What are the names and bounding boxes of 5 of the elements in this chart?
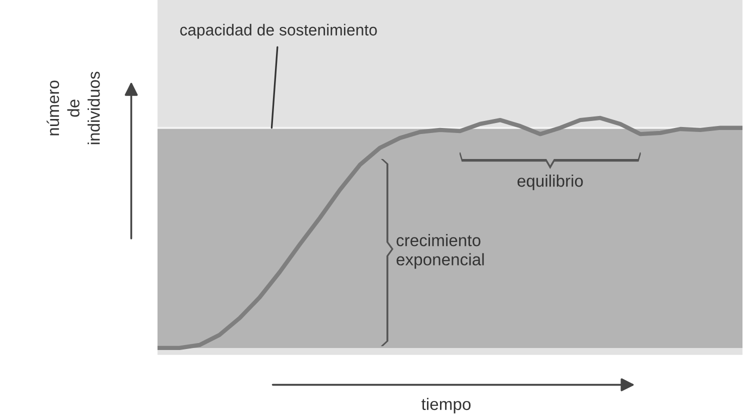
ref-line-label: capacidad de sostenimiento (180, 24, 377, 39)
y-axis-title: número de individuos (46, 72, 100, 144)
x-axis-title: tiempo (421, 398, 471, 414)
annotation: equilibrio (518, 174, 583, 190)
annotation: crecimiento exponencial (396, 234, 484, 269)
